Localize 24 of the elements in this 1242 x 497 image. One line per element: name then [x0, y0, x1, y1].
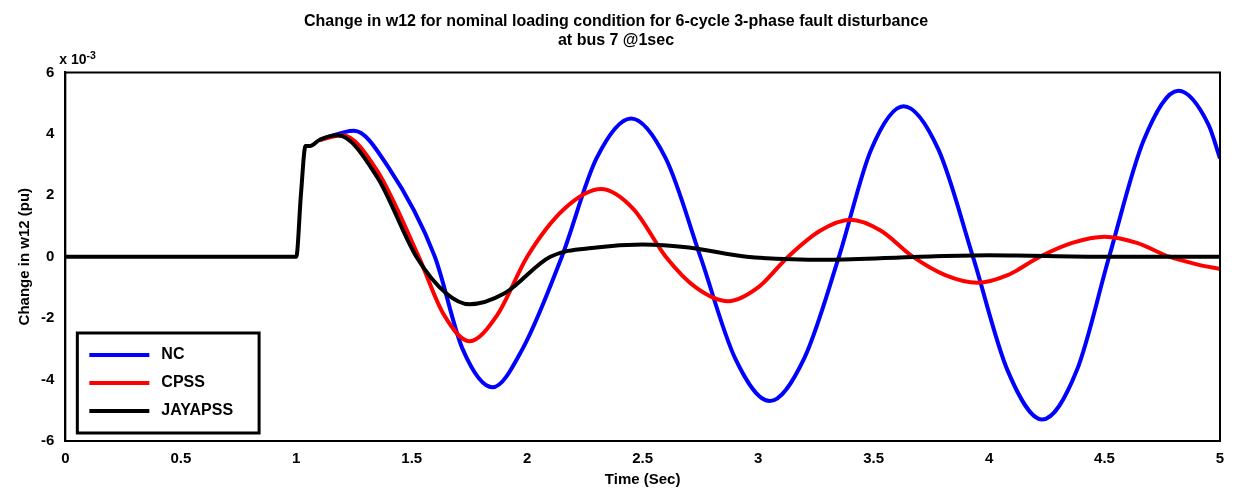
x-tick-label: 4.5	[1094, 449, 1115, 467]
x-tick-label: 0.5	[170, 449, 192, 467]
y-axis-title: Change in w12 (pu)	[15, 187, 33, 326]
x-tick-label: 4	[984, 449, 994, 467]
x-tick-label: 2	[523, 449, 532, 467]
x-axis-title: Time (Sec)	[604, 470, 681, 488]
y-tick-label: -2	[40, 308, 55, 326]
legend-label: NC	[161, 345, 185, 363]
y-tick-label: -6	[40, 431, 55, 449]
x-tick-label: 0	[61, 449, 70, 467]
y-tick-label: 6	[45, 62, 55, 80]
x-tick-label: 3	[753, 449, 763, 467]
x-tick-label: 1	[292, 449, 301, 467]
legend-label: JAYAPSS	[161, 401, 234, 419]
x-tick-label: 5	[1215, 449, 1225, 467]
chart-title: Change in w12 for nominal loading condition for 6-cycle 3-phase fault disturbance at bus 7 @1sec	[303, 12, 929, 49]
y-tick-label: 2	[45, 185, 55, 203]
x-tick-label: 1.5	[401, 449, 423, 467]
y-tick-label: 0	[45, 246, 55, 264]
legend-label: CPSS	[161, 373, 206, 391]
x-tick-label: 2.5	[632, 449, 654, 467]
x-tick-label: 3.5	[863, 449, 885, 467]
y-tick-label: -4	[40, 369, 55, 387]
y-tick-label: 4	[45, 123, 55, 141]
